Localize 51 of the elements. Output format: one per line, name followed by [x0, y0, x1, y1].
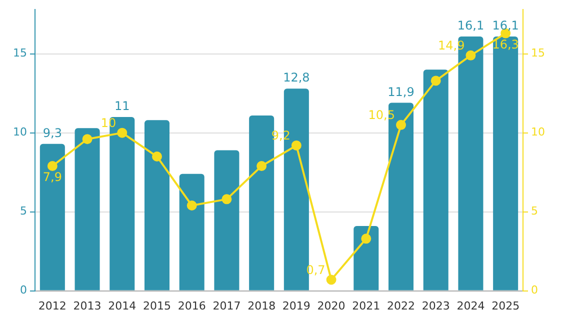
x-tick-label: 2016 — [178, 299, 206, 312]
point — [222, 194, 232, 204]
y-tick-label: 0 — [20, 284, 27, 297]
data-label: 16,1 — [492, 18, 519, 33]
x-tick-label: 2022 — [387, 299, 415, 312]
data-label: 16,3 — [492, 37, 519, 52]
data-label: 7,9 — [42, 170, 62, 184]
bar — [354, 226, 379, 290]
bar — [74, 128, 100, 290]
x-tick-label: 2018 — [248, 299, 276, 312]
x-tick-label: 2024 — [456, 299, 485, 312]
x-tick-label: 2012 — [38, 299, 66, 312]
x-tick-label: 2019 — [282, 299, 310, 312]
point — [466, 50, 476, 60]
point — [82, 134, 92, 144]
point — [291, 140, 302, 150]
data-label: 16,1 — [457, 18, 484, 33]
point — [256, 161, 267, 171]
point — [117, 128, 128, 138]
data-label: 12,8 — [283, 70, 310, 85]
y2-tick-label: 5 — [531, 204, 538, 218]
point — [430, 76, 441, 86]
y-tick-label: 5 — [20, 204, 27, 218]
y-tick-label: 10 — [12, 126, 27, 139]
bar — [179, 174, 204, 290]
x-tick-label: 2025 — [492, 299, 520, 312]
point — [326, 274, 336, 285]
point — [361, 234, 372, 244]
point — [186, 200, 197, 210]
point — [396, 120, 406, 130]
bar — [214, 150, 240, 290]
x-tick-label: 2014 — [108, 299, 136, 312]
x-tick-label: 2013 — [73, 299, 102, 312]
data-label: 11,9 — [388, 84, 414, 99]
bar — [40, 144, 65, 290]
y2-tick-label: 10 — [531, 126, 546, 139]
y-tick-label: 15 — [12, 46, 27, 60]
bar — [144, 120, 170, 290]
data-label: 9,3 — [42, 126, 62, 140]
x-tick-label: 2015 — [143, 299, 171, 312]
y2-tick-label: 0 — [531, 284, 538, 297]
x-tick-label: 2017 — [212, 299, 241, 312]
bar — [493, 36, 518, 290]
x-tick-label: 2023 — [422, 299, 450, 312]
point — [152, 152, 162, 162]
bar — [423, 70, 448, 290]
y2-tick-label: 15 — [531, 46, 546, 60]
point — [47, 161, 58, 171]
x-tick-label: 2020 — [317, 299, 346, 312]
data-label: 11 — [114, 99, 130, 114]
x-tick-label: 2021 — [352, 299, 380, 312]
